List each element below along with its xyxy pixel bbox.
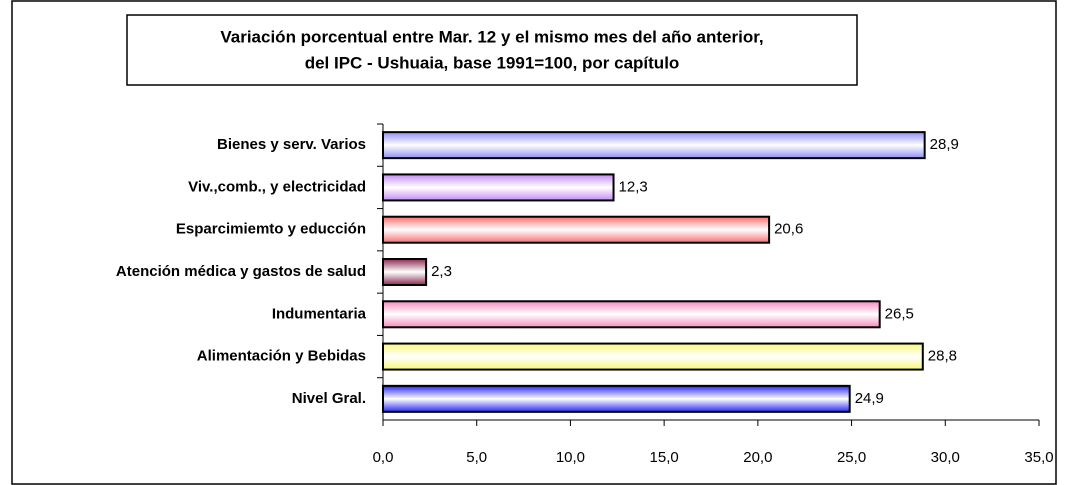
title-box	[126, 14, 858, 86]
x-tick-label: 0,0	[373, 449, 394, 466]
y-tick-label: Alimentación y Bebidas	[197, 348, 366, 365]
x-tick-label: 25,0	[837, 449, 866, 466]
x-tick-label: 20,0	[743, 449, 772, 466]
y-tick-label: Indumentaria	[272, 305, 367, 322]
y-tick-label: Esparcimiemto y educción	[176, 221, 366, 238]
data-label: 28,9	[930, 136, 959, 153]
bar	[382, 258, 428, 286]
bar	[382, 215, 771, 244]
x-tick-label: 5,0	[466, 449, 487, 466]
data-label: 24,9	[855, 390, 884, 407]
chart-frame	[11, 0, 1057, 485]
x-tick-label: 15,0	[650, 449, 679, 466]
data-label: 2,3	[431, 263, 452, 280]
chart-title: del IPC - Ushuaia, base 1991=100, por ca…	[305, 53, 680, 72]
y-tick-label: Nivel Gral.	[292, 390, 366, 407]
bar	[382, 131, 926, 160]
bar	[382, 342, 924, 371]
data-label: 20,6	[774, 221, 803, 238]
data-label: 28,8	[928, 348, 957, 365]
chart-title: Variación porcentual entre Mar. 12 y el …	[220, 27, 763, 46]
y-tick-label: Atención médica y gastos de salud	[116, 263, 366, 280]
y-tick-label: Bienes y serv. Varios	[217, 136, 366, 153]
data-label: 12,3	[619, 178, 648, 195]
data-label: 26,5	[885, 305, 914, 322]
y-tick-label: Viv.,comb., y electricidad	[188, 178, 366, 195]
bar	[382, 173, 615, 202]
x-tick-label: 30,0	[931, 449, 960, 466]
bar	[382, 384, 851, 413]
x-tick-label: 35,0	[1024, 449, 1053, 466]
x-tick-label: 10,0	[556, 449, 585, 466]
bar	[382, 300, 881, 329]
